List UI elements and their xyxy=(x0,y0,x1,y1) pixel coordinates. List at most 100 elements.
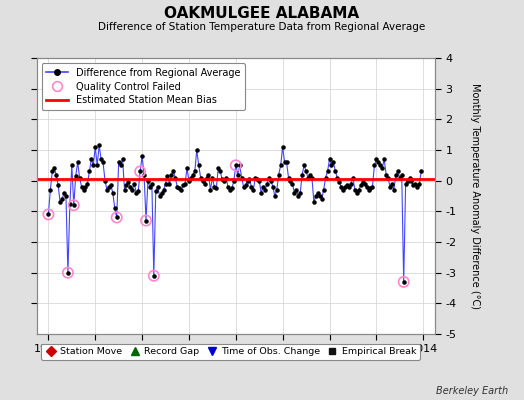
Point xyxy=(200,180,209,187)
Point xyxy=(202,174,211,181)
Point xyxy=(409,182,418,188)
Point xyxy=(280,159,289,166)
Point xyxy=(204,171,213,178)
Point xyxy=(391,171,400,178)
Point xyxy=(50,165,59,172)
Point xyxy=(290,190,299,196)
Point xyxy=(364,187,373,193)
Point xyxy=(156,193,164,199)
Point xyxy=(370,162,379,168)
Point xyxy=(189,171,197,178)
Point xyxy=(118,156,127,162)
Point xyxy=(179,182,187,188)
Point xyxy=(228,185,236,192)
Point xyxy=(234,171,242,178)
Point xyxy=(356,182,365,188)
Point xyxy=(58,196,66,202)
Point xyxy=(296,190,304,196)
Point xyxy=(194,162,203,168)
Point xyxy=(165,180,173,187)
Point xyxy=(339,187,347,193)
Point xyxy=(220,178,228,184)
Point xyxy=(124,179,133,185)
Point xyxy=(286,178,294,184)
Point xyxy=(83,180,92,187)
Point xyxy=(126,184,135,190)
Point xyxy=(372,156,380,162)
Point xyxy=(386,184,394,190)
Point xyxy=(128,187,137,193)
Point xyxy=(78,184,86,190)
Point xyxy=(142,217,150,224)
Point xyxy=(138,153,146,159)
Text: OAKMULGEE ALABAMA: OAKMULGEE ALABAMA xyxy=(165,6,359,21)
Point xyxy=(394,168,402,175)
Legend: Difference from Regional Average, Quality Control Failed, Estimated Station Mean: Difference from Regional Average, Qualit… xyxy=(41,63,245,110)
Point xyxy=(363,184,371,190)
Point xyxy=(411,180,420,187)
Point xyxy=(212,185,221,192)
Point xyxy=(95,142,103,148)
Point xyxy=(247,184,256,190)
Point xyxy=(103,187,111,193)
Point xyxy=(407,178,416,184)
Point xyxy=(93,162,101,168)
Point xyxy=(269,184,277,190)
Point xyxy=(245,176,254,182)
Point xyxy=(163,173,172,179)
Point xyxy=(196,174,205,181)
Point xyxy=(345,184,353,190)
Point xyxy=(73,159,82,166)
Point xyxy=(89,162,97,168)
Point xyxy=(325,156,334,162)
Point xyxy=(294,193,302,199)
Point xyxy=(70,202,78,208)
Point xyxy=(113,214,121,221)
Point xyxy=(64,270,72,276)
Point xyxy=(183,165,191,172)
Point xyxy=(396,174,404,181)
Point xyxy=(306,171,314,178)
Point xyxy=(382,171,390,178)
Point xyxy=(366,185,375,192)
Point xyxy=(210,184,219,190)
Point xyxy=(376,162,385,168)
Point xyxy=(263,180,271,187)
Point xyxy=(331,168,340,175)
Point xyxy=(187,174,195,181)
Point xyxy=(328,162,336,168)
Point xyxy=(312,193,320,199)
Point xyxy=(285,174,293,181)
Point xyxy=(335,179,343,185)
Point xyxy=(214,165,222,172)
Point xyxy=(323,168,332,175)
Point xyxy=(378,165,386,172)
Point xyxy=(380,156,388,162)
Point xyxy=(44,211,52,218)
Point xyxy=(191,168,199,175)
Point xyxy=(224,184,232,190)
Point xyxy=(390,187,398,193)
Point xyxy=(243,178,252,184)
Y-axis label: Monthly Temperature Anomaly Difference (°C): Monthly Temperature Anomaly Difference (… xyxy=(471,83,481,309)
Point xyxy=(108,190,117,196)
Legend: Station Move, Record Gap, Time of Obs. Change, Empirical Break: Station Move, Record Gap, Time of Obs. C… xyxy=(41,344,420,360)
Point xyxy=(361,180,369,187)
Point xyxy=(242,182,250,188)
Point xyxy=(277,162,285,168)
Point xyxy=(399,279,408,285)
Point xyxy=(318,196,326,202)
Point xyxy=(68,162,76,168)
Point xyxy=(259,184,267,190)
Point xyxy=(185,178,193,184)
Point xyxy=(62,193,70,199)
Point xyxy=(132,190,140,196)
Point xyxy=(70,202,78,208)
Point xyxy=(72,173,80,179)
Point xyxy=(298,171,307,178)
Point xyxy=(144,178,152,184)
Point xyxy=(192,147,201,153)
Point xyxy=(388,180,396,187)
Point xyxy=(101,178,109,184)
Point xyxy=(60,190,68,196)
